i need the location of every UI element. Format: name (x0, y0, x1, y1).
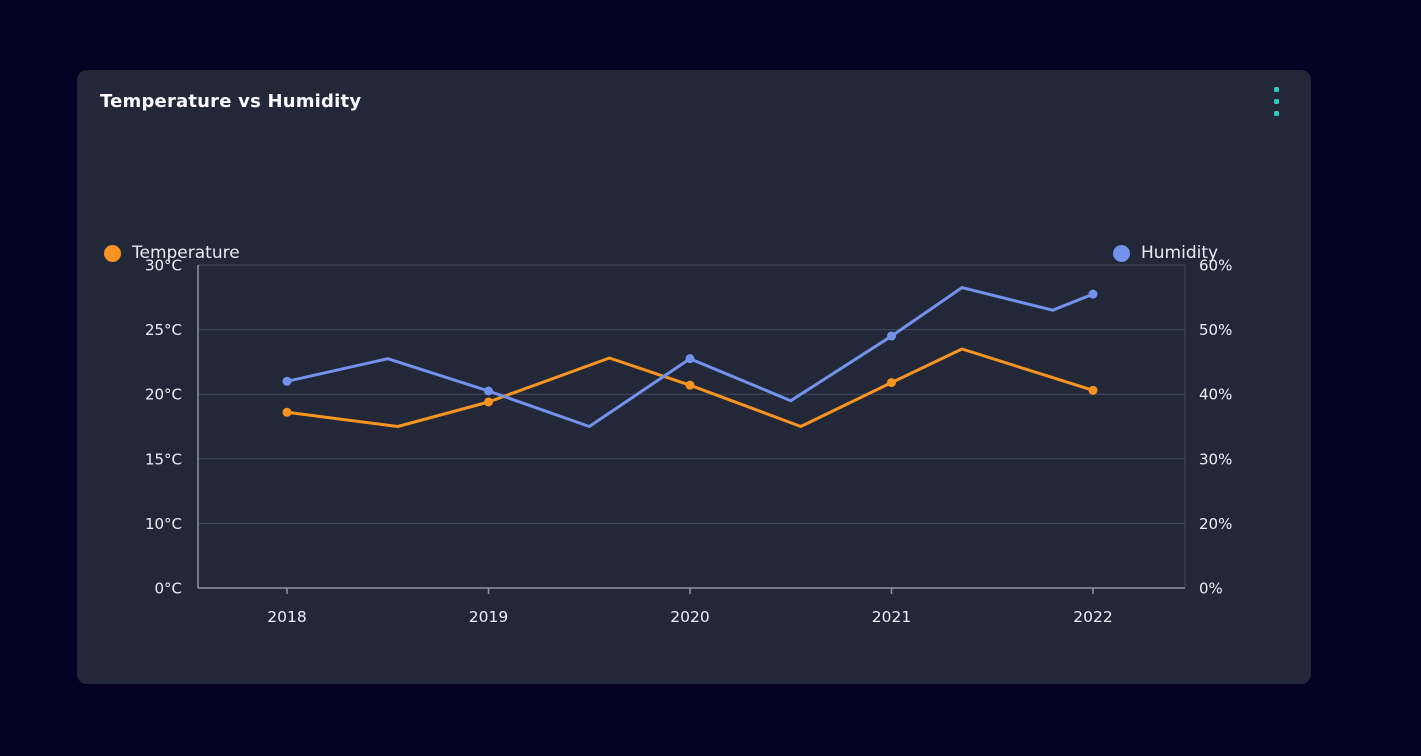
temperature-point-2019 (484, 397, 493, 407)
humidity-line (285, 286, 1095, 428)
x-axis-label: 2019 (469, 608, 508, 626)
chart-card: Temperature vs Humidity Temperature Humi… (77, 70, 1311, 684)
temperature-point-2021 (887, 378, 896, 388)
y-axis-right-label: 0% (1199, 580, 1223, 598)
y-axis-left-label: 10°C (145, 515, 182, 533)
y-axis-right-label: 60% (1199, 257, 1232, 275)
y-axis-right-label: 20% (1199, 515, 1232, 533)
humidity-point-2022 (1088, 289, 1098, 299)
kebab-dot-icon (1273, 86, 1279, 92)
y-axis-left-label: 25°C (145, 321, 182, 339)
x-axis-label: 2020 (670, 608, 709, 626)
temperature-legend-dot-icon (104, 244, 121, 262)
humidity-point-2021 (887, 331, 896, 341)
humidity-point-2020 (685, 354, 695, 364)
kebab-dot-icon (1273, 98, 1279, 104)
y-axis-left-label: 30°C (145, 257, 182, 275)
y-axis-left-label: 15°C (145, 450, 182, 468)
legend-item-temperature[interactable]: Temperature (104, 243, 240, 263)
x-axis-label: 2018 (267, 608, 306, 626)
temperature-point-2018 (282, 407, 292, 417)
legend-item-humidity[interactable]: Humidity (1113, 243, 1218, 263)
y-axis-right-label: 50% (1199, 321, 1232, 339)
y-axis-left-label: 20°C (145, 386, 182, 404)
line-chart-canvas: 2018 2019 2020 2021 2022 30°C 25°C 20°C 15°C 10°C… (145, 257, 1232, 627)
kebab-menu-button[interactable] (1265, 83, 1287, 119)
x-axis-label: 2021 (872, 608, 911, 626)
kebab-dot-icon (1273, 110, 1279, 116)
y-axis-right-label: 30% (1199, 450, 1232, 468)
temperature-point-2022 (1088, 385, 1098, 395)
legend-label-temperature: Temperature (132, 243, 240, 263)
y-axis-left-label: 0°C (154, 580, 182, 598)
chart-title: Temperature vs Humidity (100, 91, 362, 112)
humidity-legend-dot-icon (1113, 244, 1130, 262)
humidity-point-2018 (282, 376, 292, 386)
humidity-point-2019 (484, 386, 493, 396)
x-axis-label: 2022 (1073, 608, 1112, 626)
y-axis-right-label: 40% (1199, 386, 1232, 404)
temperature-point-2020 (685, 380, 695, 390)
legend-label-humidity: Humidity (1141, 243, 1219, 263)
